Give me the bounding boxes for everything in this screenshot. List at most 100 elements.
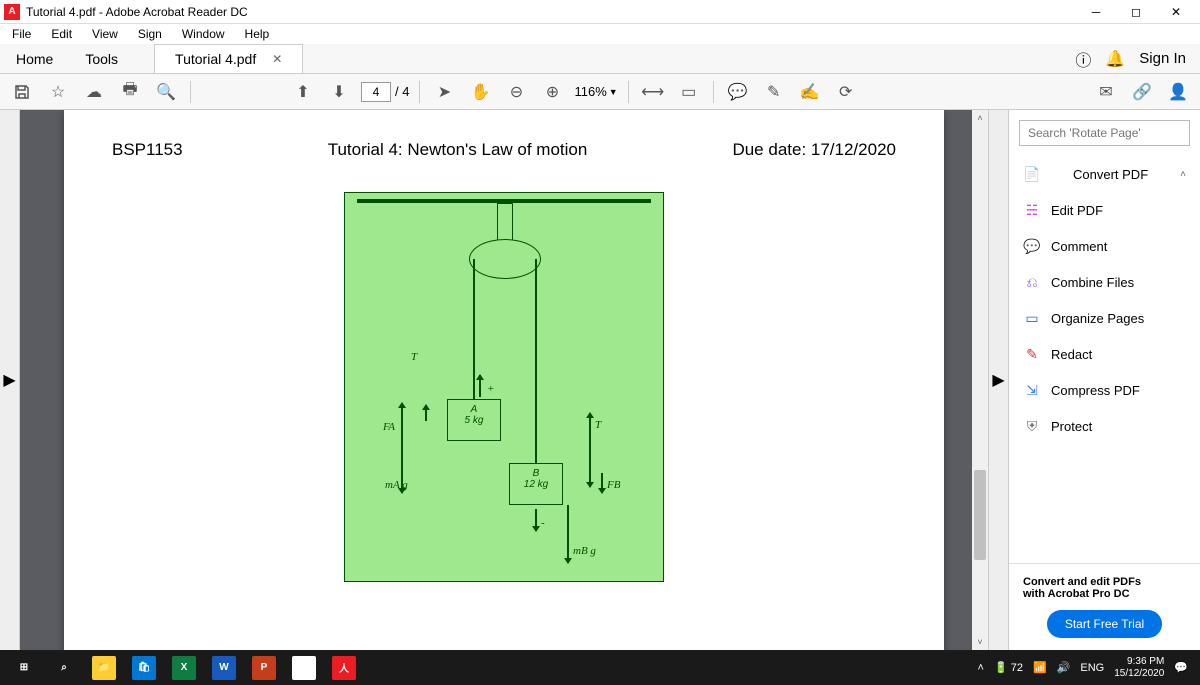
tools-panel: 📄Convert PDF˄☵Edit PDF💬Comment⎌Combine F… xyxy=(1008,110,1200,650)
chevron-up-icon: ˄ xyxy=(1180,169,1186,180)
zoomout-button[interactable]: ⊖ xyxy=(502,78,530,106)
comment-icon: 💬 xyxy=(1023,237,1041,255)
tab-bar: Home Tools Tutorial 4.pdf ✕ ⓘ 🔔 Sign In xyxy=(0,44,1200,74)
sign-button[interactable]: ✍ xyxy=(796,78,824,106)
taskbar-search[interactable]: ⌕ xyxy=(44,650,84,685)
window-title: Tutorial 4.pdf - Adobe Acrobat Reader DC xyxy=(26,5,1076,19)
pdf-page: BSP1153 Tutorial 4: Newton's Law of moti… xyxy=(64,110,944,650)
scroll-down-icon[interactable]: ˅ xyxy=(972,634,988,650)
signin-button[interactable]: Sign In xyxy=(1139,50,1186,67)
scroll-thumb[interactable] xyxy=(974,470,986,560)
compress-pdf-icon: ⇲ xyxy=(1023,381,1041,399)
doc-title: Tutorial 4: Newton's Law of motion xyxy=(328,140,588,160)
cloud-button[interactable]: ☁ xyxy=(80,78,108,106)
tool-organize-pages[interactable]: ▭Organize Pages xyxy=(1009,300,1200,336)
tool-redact[interactable]: ✎Redact xyxy=(1009,336,1200,372)
right-panel-toggle[interactable]: ▶ xyxy=(988,110,1008,650)
page-total: / 4 xyxy=(395,84,409,99)
bell-icon[interactable]: 🔔 xyxy=(1105,49,1125,69)
tab-close-button[interactable]: ✕ xyxy=(272,52,282,66)
zoom-level[interactable]: 116% ▼ xyxy=(574,84,617,99)
fit-page-button[interactable]: ▭ xyxy=(675,78,703,106)
menu-help[interactable]: Help xyxy=(237,25,278,43)
zoomin-button[interactable]: ⊕ xyxy=(538,78,566,106)
taskbar-word[interactable]: W xyxy=(204,650,244,685)
tool-protect[interactable]: ⛨Protect xyxy=(1009,408,1200,444)
menu-file[interactable]: File xyxy=(4,25,39,43)
find-button[interactable]: 🔍 xyxy=(152,78,180,106)
tools-search-input[interactable] xyxy=(1019,120,1190,146)
taskbar-acrobat[interactable]: 人 xyxy=(324,650,364,685)
taskbar-chrome[interactable]: ◉ xyxy=(284,650,324,685)
share-people-button[interactable]: 👤 xyxy=(1164,78,1192,106)
window-titlebar: A Tutorial 4.pdf - Adobe Acrobat Reader … xyxy=(0,0,1200,24)
notifications-icon[interactable]: 💬 xyxy=(1174,661,1188,674)
print-button[interactable]: 🖶 xyxy=(116,78,144,106)
save-button[interactable] xyxy=(8,78,36,106)
tab-document-label: Tutorial 4.pdf xyxy=(175,51,256,67)
left-panel-toggle[interactable]: ▶ xyxy=(0,110,20,650)
close-button[interactable]: ✕ xyxy=(1156,0,1196,24)
taskbar-excel[interactable]: X xyxy=(164,650,204,685)
tool-comment[interactable]: 💬Comment xyxy=(1009,228,1200,264)
taskbar-explorer[interactable]: 📁 xyxy=(84,650,124,685)
tab-tools[interactable]: Tools xyxy=(69,44,134,73)
share-link-button[interactable]: 🔗 xyxy=(1128,78,1156,106)
physics-diagram: A5 kg B12 kg T T FA FB mA g mB g + - xyxy=(344,192,664,582)
redact-icon: ✎ xyxy=(1023,345,1041,363)
menu-sign[interactable]: Sign xyxy=(130,25,170,43)
wifi-icon[interactable]: 📶 xyxy=(1033,661,1047,674)
course-code: BSP1153 xyxy=(112,140,183,160)
clock[interactable]: 9:36 PM 15/12/2020 xyxy=(1114,656,1164,680)
tab-home[interactable]: Home xyxy=(0,44,69,73)
taskbar-ppt[interactable]: P xyxy=(244,650,284,685)
lang-indicator[interactable]: ENG xyxy=(1080,662,1104,674)
taskbar-start[interactable]: ⊞ xyxy=(4,650,44,685)
page-input[interactable] xyxy=(361,82,391,102)
menu-bar: File Edit View Sign Window Help xyxy=(0,24,1200,44)
share-mail-button[interactable]: ✉ xyxy=(1092,78,1120,106)
due-date: Due date: 17/12/2020 xyxy=(732,140,896,160)
menu-window[interactable]: Window xyxy=(174,25,233,43)
document-area[interactable]: BSP1153 Tutorial 4: Newton's Law of moti… xyxy=(20,110,988,650)
stamp-button[interactable]: ⟳ xyxy=(832,78,860,106)
toolbar: ☆ ☁ 🖶 🔍 ⬆ ⬇ / 4 ➤ ✋ ⊖ ⊕ 116% ▼ ⟷ ▭ 💬 ✎ ✍… xyxy=(0,74,1200,110)
vertical-scrollbar[interactable]: ˄ ˅ xyxy=(972,110,988,650)
minimize-button[interactable]: ─ xyxy=(1076,0,1116,24)
system-tray[interactable]: ˄ 🔋 72 📶 🔊 ENG 9:36 PM 15/12/2020 💬 xyxy=(978,656,1196,680)
tab-document[interactable]: Tutorial 4.pdf ✕ xyxy=(154,44,303,73)
acrobat-icon: A xyxy=(4,4,20,20)
tool-convert-pdf[interactable]: 📄Convert PDF˄ xyxy=(1009,156,1200,192)
windows-taskbar: ⊞⌕📁🛍XWP◉人 ˄ 🔋 72 📶 🔊 ENG 9:36 PM 15/12/2… xyxy=(0,650,1200,685)
protect-icon: ⛨ xyxy=(1023,417,1041,435)
tool-compress-pdf[interactable]: ⇲Compress PDF xyxy=(1009,372,1200,408)
pointer-button[interactable]: ➤ xyxy=(430,78,458,106)
maximize-button[interactable]: ◻ xyxy=(1116,0,1156,24)
promo-line1: Convert and edit PDFs xyxy=(1023,576,1141,588)
page-down-button[interactable]: ⬇ xyxy=(325,78,353,106)
pen-button[interactable]: ✎ xyxy=(760,78,788,106)
page-control: / 4 xyxy=(361,82,409,102)
taskbar-store[interactable]: 🛍 xyxy=(124,650,164,685)
battery-icon[interactable]: 🔋 72 xyxy=(994,661,1023,674)
tool-combine-files[interactable]: ⎌Combine Files xyxy=(1009,264,1200,300)
promo-line2: with Acrobat Pro DC xyxy=(1023,588,1130,600)
promo-box: Convert and edit PDFs with Acrobat Pro D… xyxy=(1009,563,1200,650)
scroll-up-icon[interactable]: ˄ xyxy=(972,110,988,126)
edit-pdf-icon: ☵ xyxy=(1023,201,1041,219)
menu-edit[interactable]: Edit xyxy=(43,25,80,43)
volume-icon[interactable]: 🔊 xyxy=(1057,661,1071,674)
comment-button[interactable]: 💬 xyxy=(724,78,752,106)
page-up-button[interactable]: ⬆ xyxy=(289,78,317,106)
help-icon[interactable]: ⓘ xyxy=(1075,47,1091,71)
fit-width-button[interactable]: ⟷ xyxy=(639,78,667,106)
workspace: ▶ BSP1153 Tutorial 4: Newton's Law of mo… xyxy=(0,110,1200,650)
menu-view[interactable]: View xyxy=(84,25,126,43)
hand-button[interactable]: ✋ xyxy=(466,78,494,106)
organize-pages-icon: ▭ xyxy=(1023,309,1041,327)
combine-files-icon: ⎌ xyxy=(1023,273,1041,291)
start-trial-button[interactable]: Start Free Trial xyxy=(1047,610,1162,638)
tool-edit-pdf[interactable]: ☵Edit PDF xyxy=(1009,192,1200,228)
star-button[interactable]: ☆ xyxy=(44,78,72,106)
tray-chevron-icon[interactable]: ˄ xyxy=(978,662,984,674)
